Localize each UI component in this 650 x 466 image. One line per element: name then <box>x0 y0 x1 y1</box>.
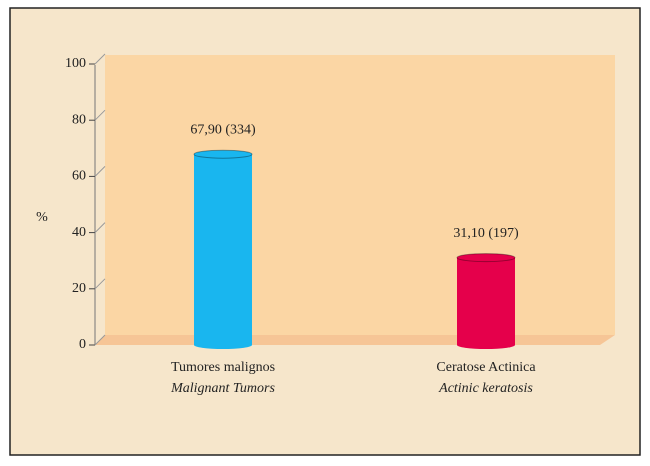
y-tick-label: 40 <box>72 225 86 240</box>
value-label: 31,10 (197) <box>453 226 519 241</box>
y-axis-label: % <box>36 210 48 225</box>
bar-cap <box>456 253 516 263</box>
wall-tick <box>94 109 106 121</box>
bar <box>457 257 515 345</box>
bar-base <box>194 341 252 349</box>
x-tick-label: Tumores malignos <box>171 360 275 375</box>
bar-base <box>457 341 515 349</box>
y-tick-label: 100 <box>65 56 86 71</box>
bar <box>194 154 252 345</box>
x-tick-sublabel: Malignant Tumors <box>170 381 275 396</box>
wall-tick <box>94 53 106 65</box>
y-tick-label: 20 <box>72 281 86 296</box>
wall-tick <box>94 166 106 177</box>
wall-tick <box>94 278 106 290</box>
x-tick-label: Ceratose Actinica <box>436 360 536 375</box>
wall-tick <box>94 334 106 346</box>
y-tick-label: 60 <box>72 169 86 184</box>
y-tick-label: 80 <box>72 112 86 127</box>
floor <box>95 335 615 345</box>
x-tick-sublabel: Actinic keratosis <box>438 381 533 396</box>
bar-cap <box>193 149 253 159</box>
value-label: 67,90 (334) <box>190 122 256 137</box>
back-wall <box>105 55 615 335</box>
wall-tick <box>94 222 106 233</box>
y-tick-label: 0 <box>79 337 86 352</box>
